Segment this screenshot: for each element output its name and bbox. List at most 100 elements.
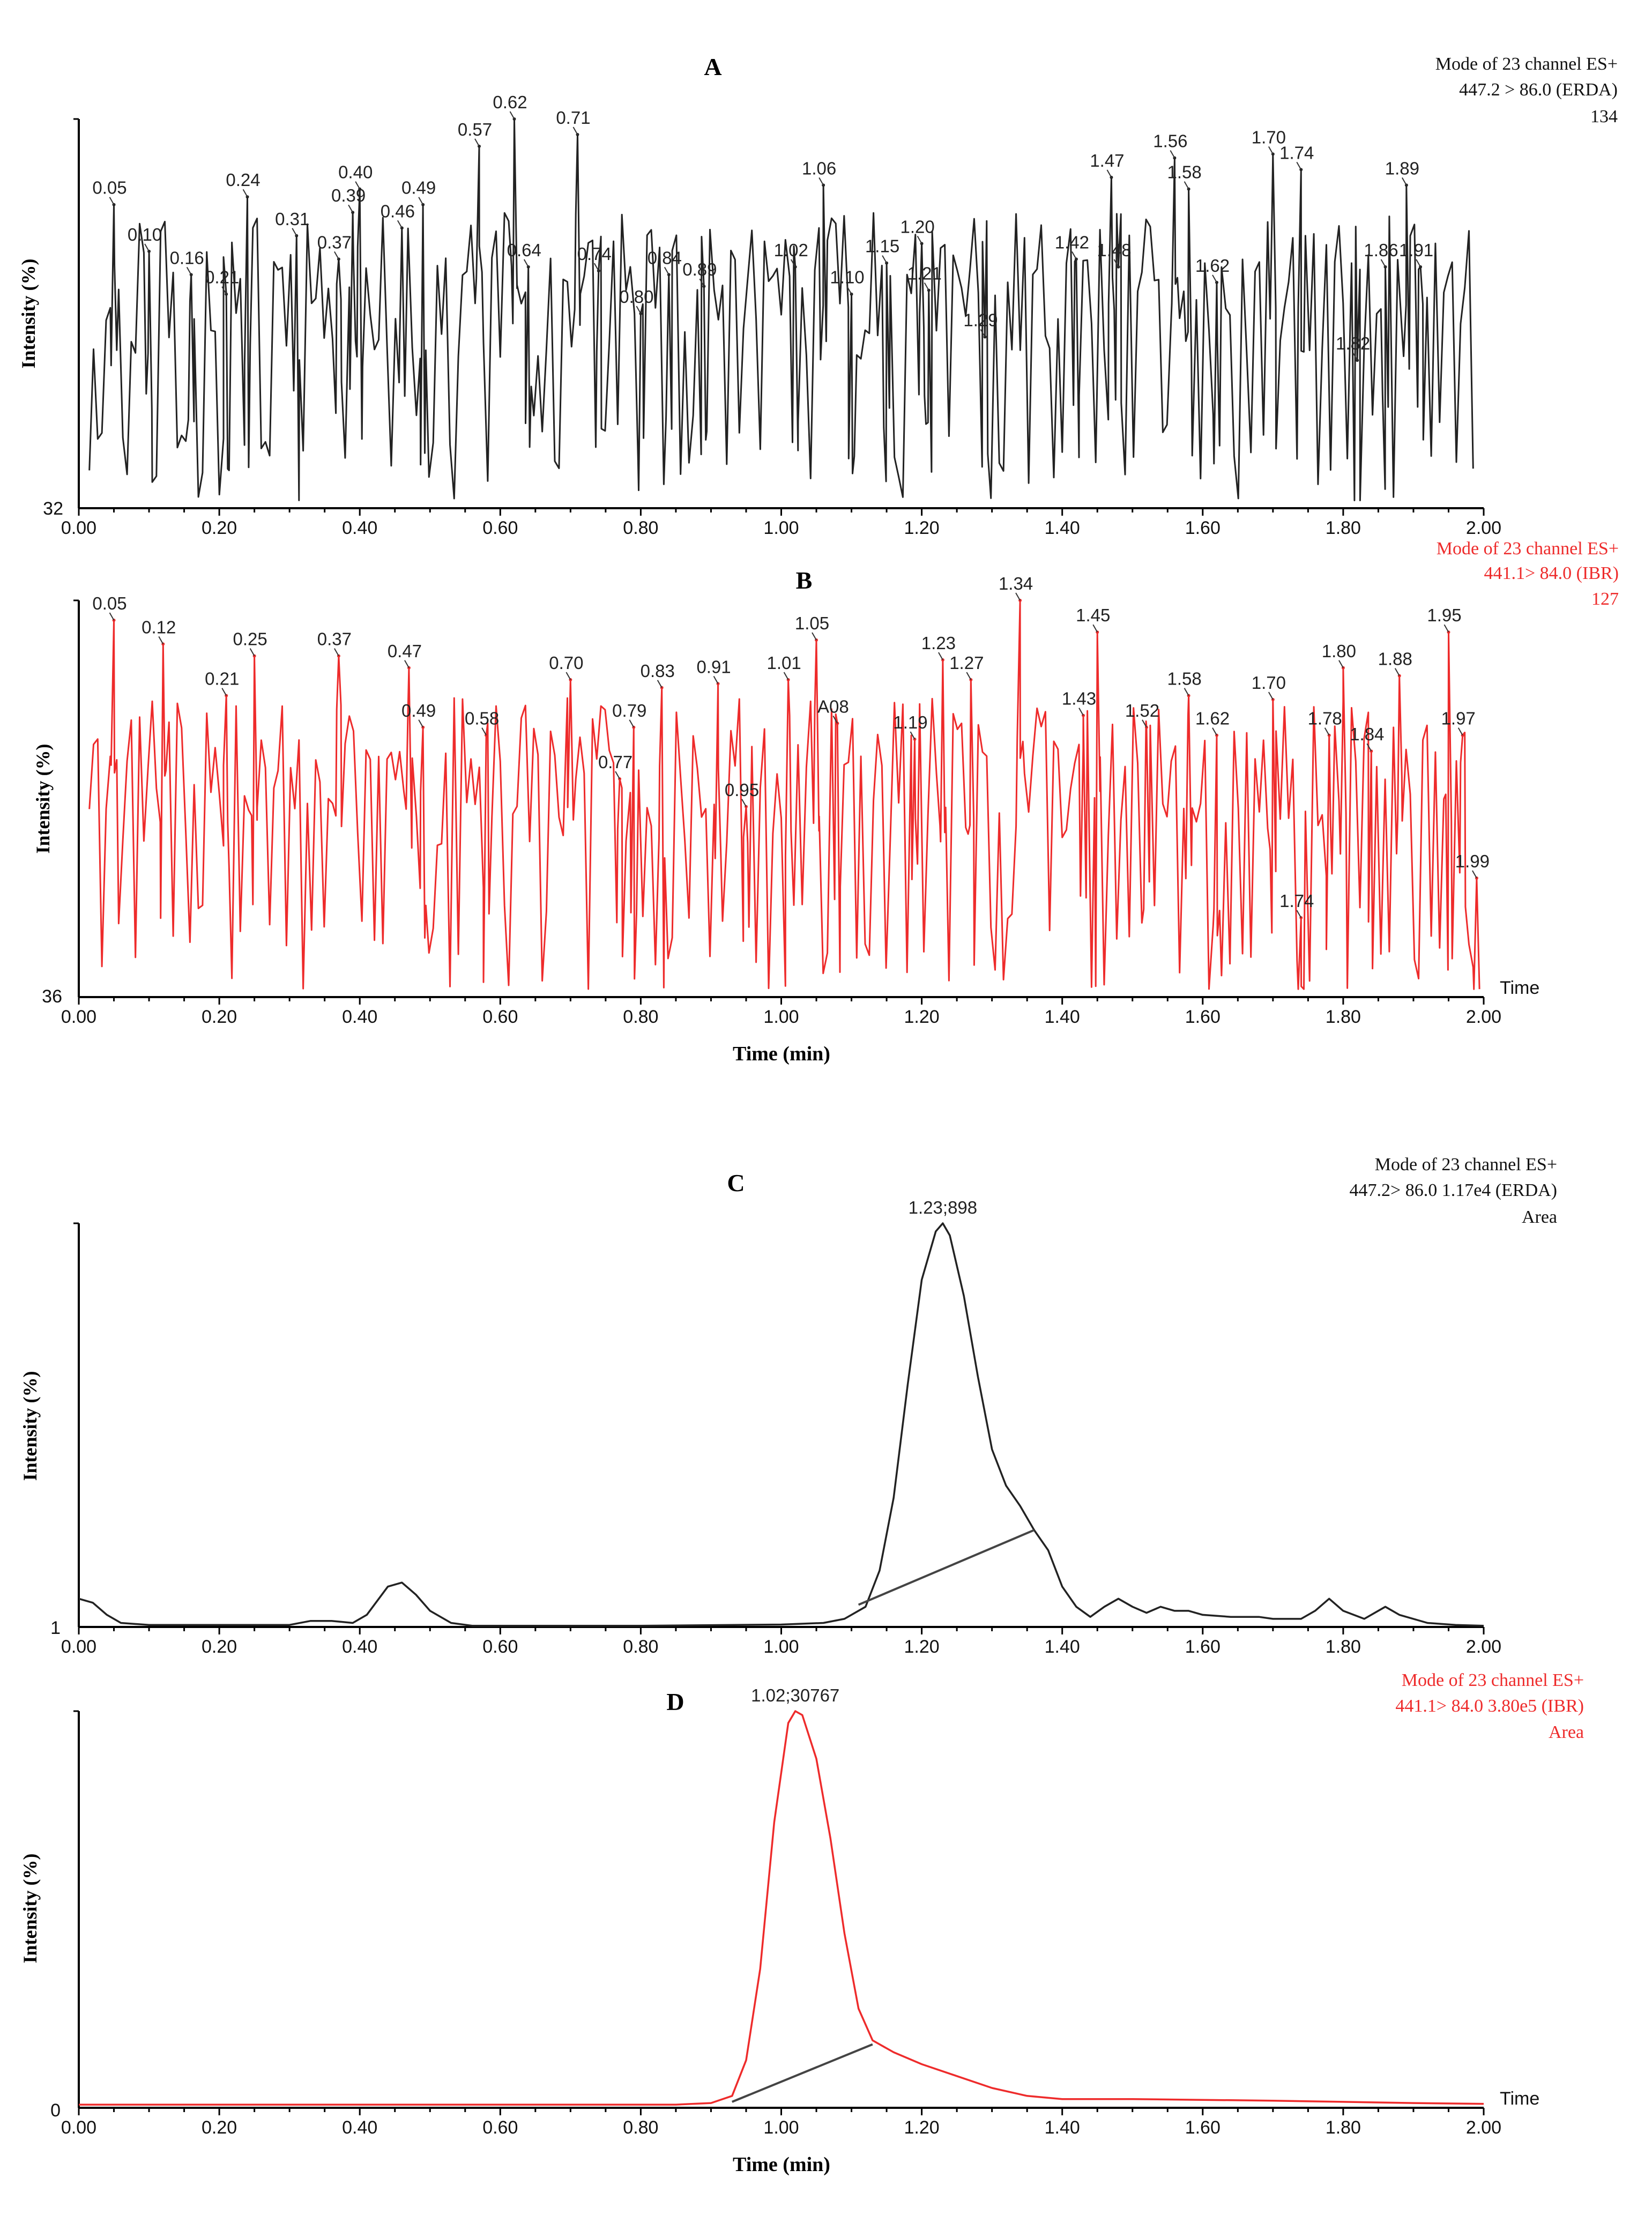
x-tick-label: 0.00 — [61, 1007, 96, 1027]
peak-label: 0.40 — [338, 162, 373, 182]
peak-leader — [186, 266, 192, 275]
peak-leader — [109, 612, 115, 621]
peak-label: 1.42 — [1055, 232, 1089, 252]
peak-label: 0.10 — [128, 225, 162, 244]
peak-label: 1.52 — [1125, 701, 1159, 720]
peak-label: 0.21 — [205, 669, 239, 689]
peak-label: 1.10 — [830, 267, 864, 287]
y-min-label: 36 — [42, 986, 62, 1007]
trace-line — [88, 118, 1474, 501]
peak-leader — [1296, 910, 1302, 918]
peak-label: 0.64 — [507, 240, 541, 260]
y-axis-label: Intensity (%) — [32, 744, 54, 854]
info-line: Mode of 23 channel ES+ — [1375, 1155, 1557, 1175]
peak-label: 1.43 — [1062, 689, 1096, 709]
peak-label: 1.27 — [949, 653, 984, 673]
peak-leader — [418, 719, 424, 728]
x-tick-label: 0.20 — [202, 1637, 237, 1657]
chart-panel-d: 0.00 0.20 0.40 0.60 0.80 1.00 1.20 1.40 1.60 1.80… — [19, 1670, 1584, 2176]
peak-leader — [1212, 727, 1217, 736]
x-tick-label: 1.80 — [1326, 1007, 1361, 1027]
peak-leader — [565, 672, 571, 680]
peak-leader — [418, 197, 424, 205]
peak-label: 1.48 — [1097, 240, 1131, 260]
x-tick-label: 0.60 — [482, 2117, 518, 2138]
peak-leader — [1457, 727, 1463, 736]
peak-label: 1.70 — [1252, 127, 1286, 147]
peak-leader — [699, 278, 705, 287]
peak-leader — [1296, 161, 1302, 170]
x-axis-label: Time (min) — [733, 1043, 830, 1065]
x-tick-label: 1.20 — [904, 518, 940, 538]
peak-leader — [636, 306, 642, 314]
x-tick-label: 1.80 — [1326, 2117, 1361, 2138]
peak-label: 0.80 — [619, 287, 653, 307]
x-tick-label: 1.40 — [1045, 518, 1080, 538]
peak-leader — [966, 672, 972, 680]
peak-label: 0.95 — [725, 780, 759, 800]
peak-leader — [221, 286, 227, 295]
y-axis-label: Intensity (%) — [18, 259, 39, 369]
x-tick-label: 2.00 — [1466, 2117, 1501, 2138]
x-tick-label: 1.20 — [904, 1637, 940, 1657]
peak-label: 1.97 — [1441, 709, 1476, 729]
peak-leader — [109, 197, 115, 205]
peak-leader — [242, 189, 248, 197]
peak-leader — [1015, 592, 1021, 601]
info-line: Mode of 23 channel ES+ — [1435, 54, 1618, 74]
peak-label: 0.24 — [226, 170, 260, 190]
peak-label: 1.15 — [865, 236, 899, 256]
peak-leader — [832, 715, 838, 724]
peak-leader — [818, 177, 824, 185]
peak-label: 1.29 — [963, 310, 998, 330]
peak-leader — [397, 220, 403, 228]
peak-leader — [1401, 177, 1407, 185]
trace-line — [78, 1222, 1484, 1627]
peak-leader — [334, 648, 339, 657]
peak-leader — [1184, 688, 1189, 696]
x-tick-label: 0.20 — [202, 1007, 237, 1027]
x-tick-label: 1.60 — [1185, 1637, 1221, 1657]
x-tick-label: 0.00 — [61, 518, 96, 538]
peak-label: 0.21 — [205, 267, 239, 287]
peak-label: 0.05 — [92, 593, 126, 613]
x-tick-label: 0.00 — [61, 2117, 96, 2138]
peak-label: 0.62 — [493, 92, 527, 112]
peak-leader — [593, 263, 599, 271]
peak-label: 1.45 — [1076, 605, 1110, 625]
panel-letter: B — [796, 567, 813, 594]
x-tick-label: 2.00 — [1466, 518, 1501, 538]
x-tick-label: 0.20 — [202, 2117, 237, 2138]
integration-baseline — [858, 1529, 1035, 1606]
peak-leader — [1106, 169, 1112, 178]
peak-label: 1.21 — [907, 263, 942, 283]
peak-leader — [481, 727, 487, 736]
peak-leader — [1366, 743, 1372, 752]
peak-leader — [1071, 251, 1077, 259]
peak-leader — [572, 127, 578, 135]
peak-leader — [664, 266, 669, 275]
x-tick-label: 1.80 — [1326, 518, 1361, 538]
peak-label: 0.46 — [381, 201, 415, 221]
peak-leader — [917, 235, 922, 244]
peak-leader — [924, 282, 929, 291]
x-tick-label: 0.40 — [342, 518, 377, 538]
trace-line — [88, 599, 1480, 990]
peak-label: 1.20 — [900, 217, 934, 236]
peak-label: 1.89 — [1385, 158, 1419, 178]
peak-leader — [910, 731, 916, 740]
y-axis-label: Intensity (%) — [19, 1854, 41, 1964]
x-tick-label: 0.00 — [61, 1637, 96, 1657]
x-tick-label: 0.80 — [623, 1637, 658, 1657]
x-tick-label: 2.00 — [1466, 1637, 1501, 1657]
x-tick-label: 1.00 — [763, 518, 799, 538]
peak-leader — [1338, 660, 1344, 668]
x-tick-label: 1.40 — [1045, 2117, 1080, 2138]
peak-leader — [1268, 146, 1274, 154]
peak-label: 1.95 — [1427, 605, 1461, 625]
peak-label: 1.06 — [802, 158, 836, 178]
peak-label: 0.37 — [317, 232, 352, 252]
x-tick-label: 0.40 — [342, 1637, 377, 1657]
peak-label: 0.74 — [577, 244, 612, 264]
peak-leader — [629, 719, 635, 728]
